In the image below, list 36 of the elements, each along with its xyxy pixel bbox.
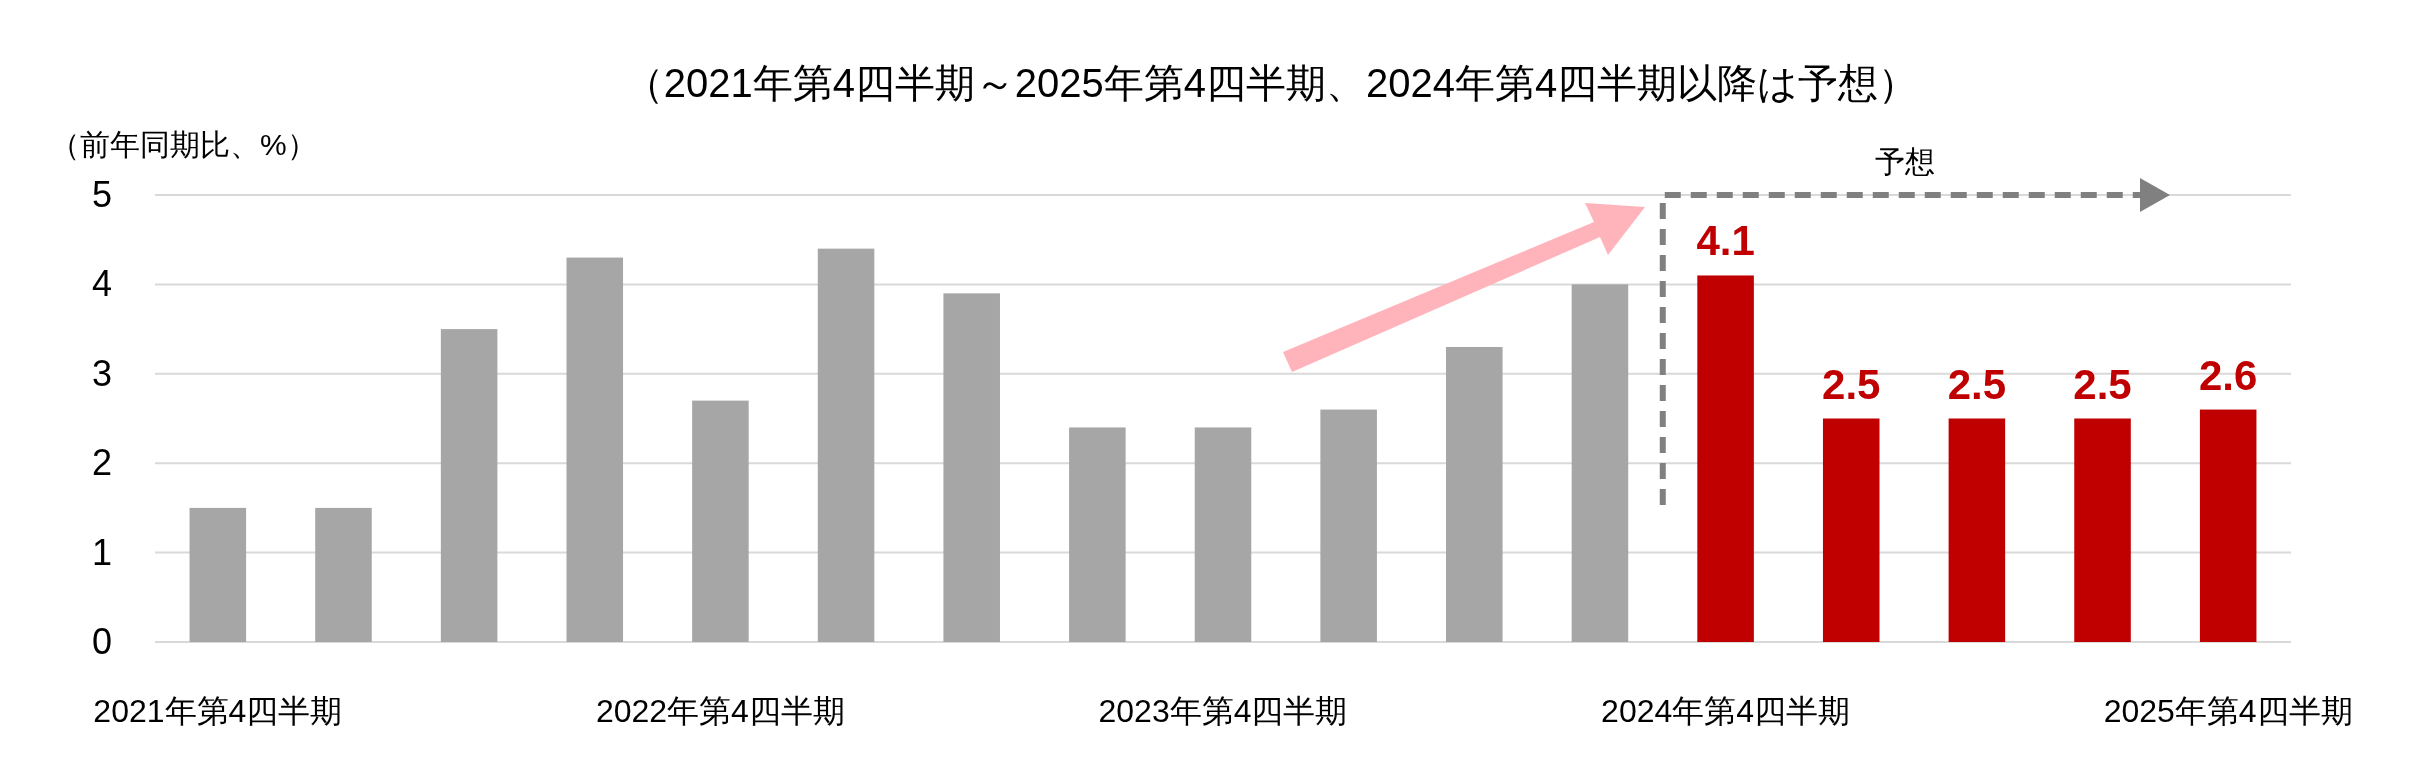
bar <box>2199 409 2257 642</box>
y-tick-label: 0 <box>91 621 112 662</box>
x-tick-label: 2022年第4四半期 <box>595 693 845 729</box>
x-tick-label: 2021年第4四半期 <box>93 693 343 729</box>
bar <box>943 293 1000 642</box>
bar <box>189 507 247 642</box>
x-tick-label: 2025年第4四半期 <box>2103 693 2353 729</box>
bar <box>1697 275 1754 642</box>
data-label: 2.5 <box>1822 360 1881 408</box>
bar <box>1822 418 1880 642</box>
bar <box>1194 427 1252 642</box>
bar <box>1069 427 1126 642</box>
bar <box>315 507 372 642</box>
y-tick-label: 1 <box>91 531 112 573</box>
data-label: 2.5 <box>2073 360 2132 408</box>
bar <box>817 248 875 642</box>
bar <box>1948 418 2006 642</box>
bar <box>692 400 749 642</box>
y-axis-title: （前年同期比、%） <box>50 128 317 161</box>
y-tick-label: 3 <box>91 352 112 394</box>
bar <box>1320 409 1377 642</box>
y-tick-label: 2 <box>91 442 112 484</box>
data-label: 2.5 <box>1947 360 2007 408</box>
data-label: 2.6 <box>2198 351 2258 399</box>
x-tick-label: 2024年第4四半期 <box>1601 693 1851 729</box>
bar <box>1446 346 1503 642</box>
bar <box>1571 284 1629 642</box>
bar <box>2074 418 2131 642</box>
x-tick-label: 2023年第4四半期 <box>1098 693 1348 729</box>
data-label: 4.1 <box>1696 217 1755 265</box>
chart-title: （2021年第4四半期～2025年第4四半期、2024年第4四半期以降は予想） <box>623 61 1919 105</box>
bar <box>440 329 498 642</box>
y-tick-label: 4 <box>91 263 112 305</box>
bar <box>566 257 624 642</box>
y-tick-label: 5 <box>91 174 112 215</box>
ref-line-label: 予想 <box>1875 145 1935 178</box>
